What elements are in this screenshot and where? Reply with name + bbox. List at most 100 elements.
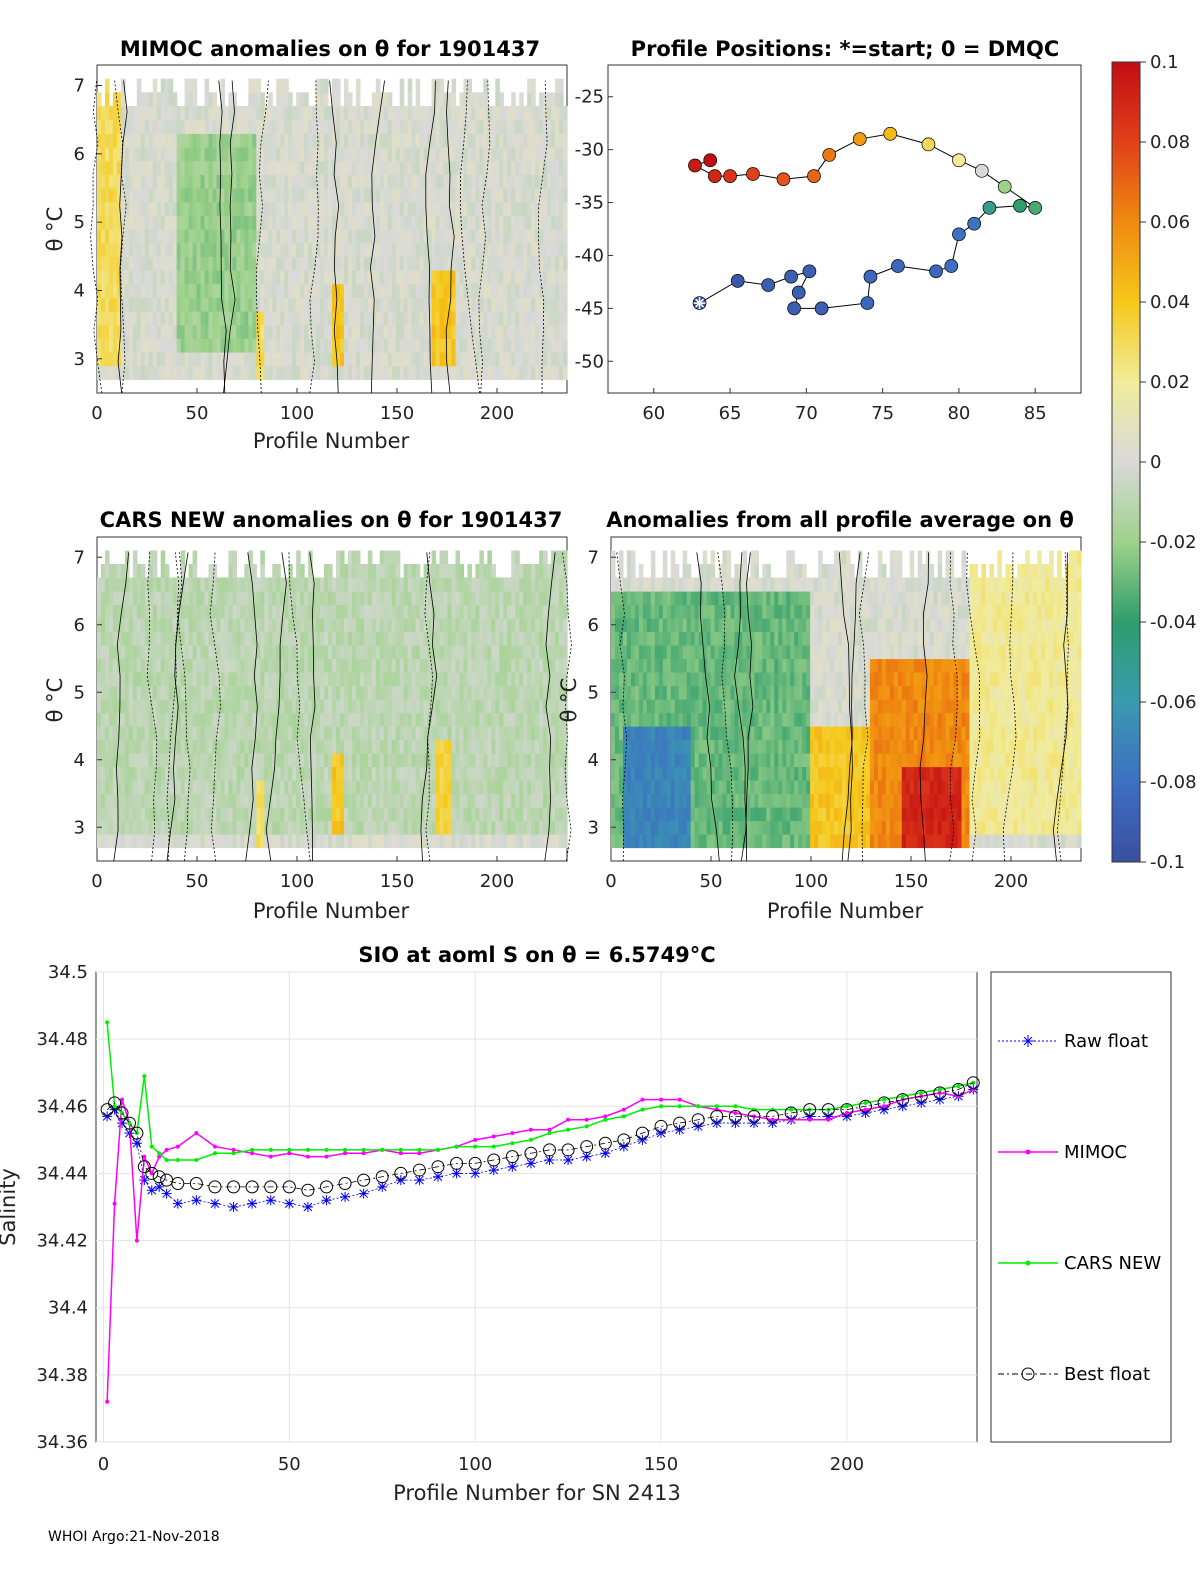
heatmap-cell bbox=[108, 699, 114, 714]
heatmap-cell bbox=[427, 739, 433, 754]
heatmap-cell bbox=[403, 133, 409, 148]
heatmap-cell bbox=[427, 242, 433, 257]
heatmap-cell bbox=[387, 820, 393, 835]
heatmap-cell bbox=[288, 672, 293, 687]
heatmap-cell bbox=[499, 188, 504, 203]
heatmap-cell bbox=[503, 133, 508, 148]
heatmap-cell bbox=[300, 311, 305, 326]
heatmap-cell bbox=[128, 807, 134, 822]
heatmap-cell bbox=[487, 604, 492, 619]
heatmap-cell bbox=[459, 283, 465, 298]
heatmap-cell bbox=[335, 604, 341, 619]
heatmap-cell bbox=[244, 365, 249, 380]
heatmap-cell bbox=[495, 215, 500, 230]
heatmap-cell bbox=[264, 256, 269, 271]
heatmap-cell bbox=[192, 564, 198, 579]
heatmap-cell bbox=[224, 726, 230, 741]
heatmap-cell bbox=[188, 78, 194, 93]
heatmap-cell bbox=[403, 270, 409, 285]
heatmap-cell bbox=[288, 119, 293, 134]
heatmap-cell bbox=[383, 739, 389, 754]
heatmap-cell bbox=[220, 712, 226, 727]
heatmap-cell bbox=[355, 297, 361, 312]
heatmap-cell bbox=[523, 365, 528, 380]
heatmap-cell bbox=[216, 133, 222, 148]
heatmap-cell bbox=[180, 618, 186, 633]
heatmap-cell bbox=[371, 229, 377, 244]
heatmap-cell bbox=[359, 338, 365, 353]
heatmap-cell bbox=[308, 160, 313, 175]
heatmap-cell bbox=[164, 685, 170, 700]
heatmap-cell bbox=[156, 365, 162, 380]
heatmap-cell bbox=[355, 577, 361, 592]
heatmap-cell bbox=[320, 133, 325, 148]
heatmap-cell bbox=[204, 160, 210, 175]
heatmap-cell bbox=[355, 201, 361, 216]
heatmap-cell bbox=[164, 766, 170, 781]
heatmap-cell bbox=[100, 793, 106, 808]
heatmap-cell bbox=[128, 739, 134, 754]
heatmap-cell bbox=[467, 160, 473, 175]
heatmap-cell bbox=[312, 242, 317, 257]
heatmap-cell bbox=[208, 753, 214, 768]
heatmap-cell bbox=[320, 753, 325, 768]
heatmap-cell bbox=[220, 174, 226, 189]
heatmap-cell bbox=[300, 119, 305, 134]
heatmap-cell bbox=[483, 766, 488, 781]
heatmap-cell bbox=[140, 618, 146, 633]
heatmap-cell bbox=[395, 188, 401, 203]
heatmap-cell bbox=[499, 106, 504, 121]
heatmap-cell bbox=[451, 270, 457, 285]
heatmap-cell bbox=[459, 780, 465, 795]
heatmap-cell bbox=[483, 201, 488, 216]
heatmap-cell bbox=[423, 365, 429, 380]
heatmap-cell bbox=[443, 270, 449, 285]
heatmap-cell bbox=[164, 604, 170, 619]
heatmap-cell bbox=[511, 577, 516, 592]
heatmap-cell bbox=[148, 631, 154, 646]
heatmap-cell bbox=[415, 147, 421, 162]
heatmap-cell bbox=[208, 807, 214, 822]
heatmap-cell bbox=[503, 270, 508, 285]
heatmap-cell bbox=[324, 297, 329, 312]
heatmap-cell bbox=[451, 726, 457, 741]
heatmap-cell bbox=[503, 283, 508, 298]
heatmap-cell bbox=[407, 201, 413, 216]
profile-position-marker bbox=[802, 264, 817, 279]
heatmap-cell bbox=[332, 577, 337, 592]
heatmap-cell bbox=[120, 739, 126, 754]
heatmap-cell bbox=[144, 119, 150, 134]
heatmap-cell bbox=[351, 645, 357, 660]
heatmap-cell bbox=[156, 256, 162, 271]
heatmap-cell bbox=[120, 672, 126, 687]
heatmap-cell bbox=[97, 834, 102, 849]
heatmap-cell bbox=[176, 106, 182, 121]
heatmap-cell bbox=[248, 119, 253, 134]
heatmap-cell bbox=[108, 618, 114, 633]
heatmap-cell bbox=[539, 338, 544, 353]
contour-line bbox=[256, 80, 269, 394]
heatmap-cell bbox=[375, 338, 381, 353]
heatmap-cell bbox=[196, 188, 202, 203]
heatmap-cell bbox=[415, 160, 421, 175]
heatmap-cell bbox=[164, 820, 170, 835]
heatmap-cell bbox=[264, 618, 269, 633]
heatmap-cell bbox=[244, 699, 249, 714]
heatmap-cell bbox=[479, 324, 484, 339]
heatmap-cell bbox=[104, 739, 110, 754]
heatmap-cell bbox=[224, 820, 230, 835]
heatmap-cell bbox=[100, 766, 106, 781]
heatmap-cell bbox=[192, 133, 198, 148]
heatmap-cell bbox=[276, 188, 281, 203]
heatmap-cell bbox=[335, 685, 341, 700]
heatmap-cell bbox=[487, 726, 492, 741]
heatmap-cell bbox=[100, 577, 106, 592]
heatmap-cell bbox=[236, 133, 241, 148]
heatmap-cell bbox=[132, 631, 138, 646]
heatmap-cell bbox=[136, 780, 142, 795]
heatmap-cell bbox=[144, 766, 150, 781]
heatmap-cell bbox=[292, 352, 297, 367]
heatmap-cell bbox=[451, 631, 457, 646]
heatmap-cell bbox=[391, 338, 397, 353]
heatmap-cell bbox=[124, 215, 130, 230]
